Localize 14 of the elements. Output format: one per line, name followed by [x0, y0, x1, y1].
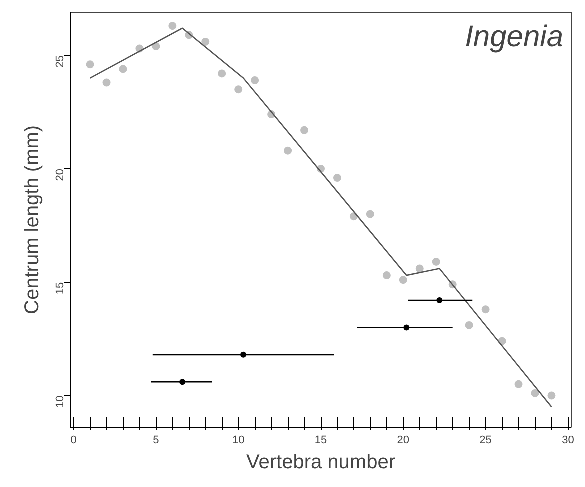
y-axis-title: Centrum length (mm): [22, 126, 44, 314]
y-tick-label: 10: [54, 396, 66, 408]
y-tick-label: 20: [54, 168, 66, 182]
x-tick-label: 5: [153, 434, 160, 446]
x-tick-label: 20: [397, 434, 410, 446]
x-tick-label: 10: [232, 434, 245, 446]
x-tick-label: 0: [70, 434, 77, 446]
x-tick-label: 25: [480, 434, 492, 446]
y-tick-label: 15: [54, 282, 66, 295]
x-tick-label: 15: [314, 434, 328, 446]
chart-title: Ingenia: [465, 20, 564, 54]
y-tick-label: 25: [54, 56, 66, 68]
x-axis-title: Vertebra number: [246, 452, 396, 474]
x-tick-label: 30: [562, 434, 574, 446]
